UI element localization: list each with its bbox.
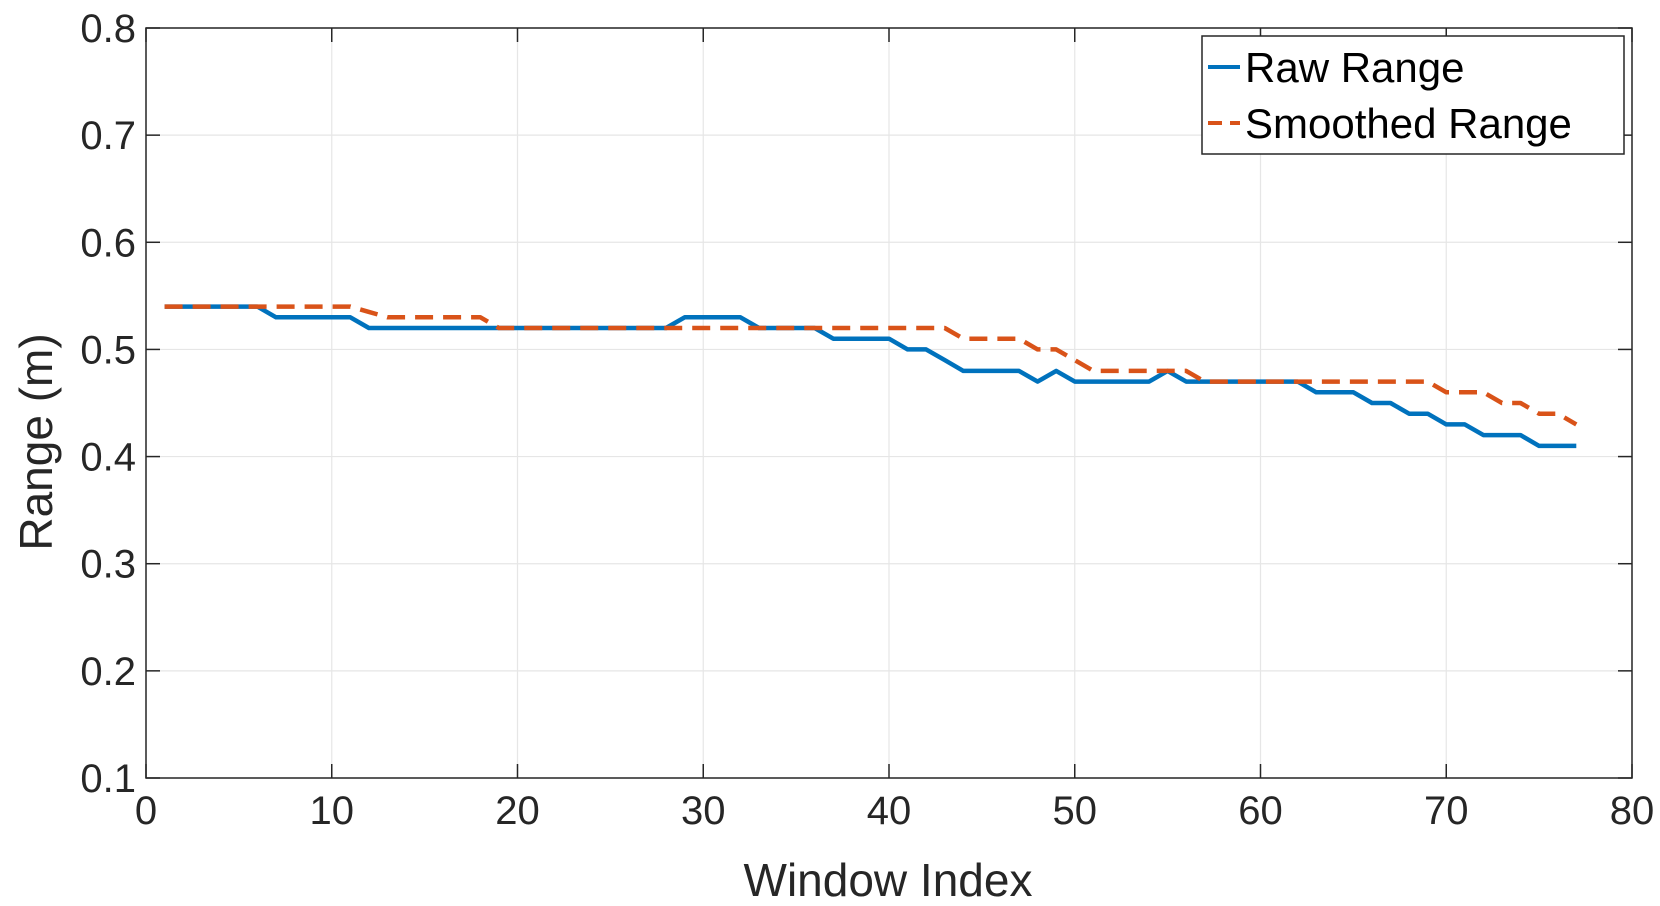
y-tick-label: 0.5: [80, 328, 136, 372]
y-tick-label: 0.2: [80, 650, 136, 694]
legend-label-raw-range: Raw Range: [1245, 44, 1464, 91]
x-tick-label: 60: [1238, 789, 1283, 833]
series-line-smoothed-range: [164, 304, 1578, 427]
x-tick-label: 20: [495, 789, 540, 833]
x-tick-label: 40: [867, 789, 912, 833]
series-layer: [164, 304, 1578, 449]
legend-label-smoothed-range: Smoothed Range: [1245, 100, 1572, 147]
y-tick-label: 0.4: [80, 436, 136, 480]
x-tick-label: 30: [681, 789, 726, 833]
legend: Raw Range Smoothed Range: [1201, 35, 1625, 155]
y-tick-label: 0.7: [80, 114, 136, 158]
x-axis-label: Window Index: [744, 854, 1033, 906]
legend-box: [1201, 35, 1625, 155]
x-tick-label: 10: [310, 789, 355, 833]
y-tick-label: 0.3: [80, 543, 136, 587]
x-tick-label: 80: [1610, 789, 1655, 833]
y-tick-label: 0.1: [80, 757, 136, 801]
series-line-raw-range: [164, 304, 1577, 449]
x-tick-label: 70: [1424, 789, 1469, 833]
y-axis-label: Range (m): [10, 333, 62, 550]
y-tick-label: 0.6: [80, 221, 136, 265]
x-tick-label: 50: [1053, 789, 1098, 833]
x-tick-label: 0: [135, 789, 157, 833]
y-tick-label: 0.8: [80, 7, 136, 51]
axis-ticks: [145, 27, 1633, 779]
tick-labels: 0 10 20 30 40 50 60 70 80 0.1 0.2 0.3 0.4 0.5 0.6 0.7 0.…: [80, 7, 1654, 833]
